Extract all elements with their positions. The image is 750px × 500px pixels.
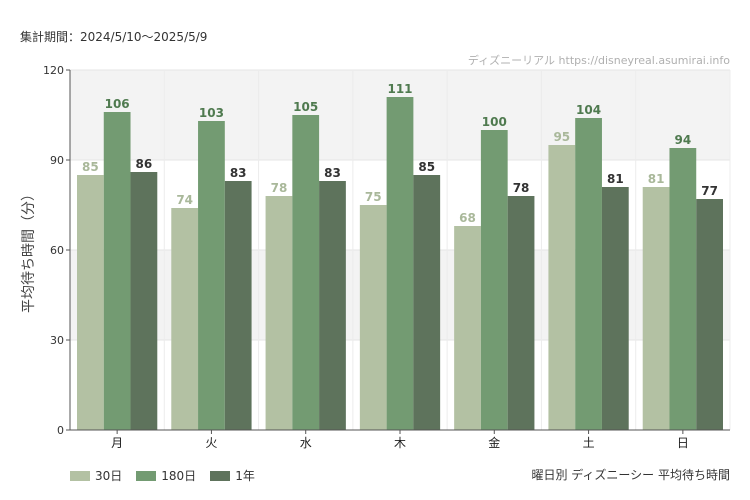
bar — [601, 187, 629, 430]
bar-value-label: 81 — [607, 172, 624, 186]
x-tick-label: 金 — [488, 435, 500, 450]
bar-value-label: 85 — [418, 160, 435, 174]
bar-value-label: 74 — [176, 193, 193, 207]
bar-value-label: 68 — [459, 211, 476, 225]
bar — [413, 175, 441, 430]
x-tick-label: 日 — [677, 436, 689, 450]
bar-value-label: 103 — [199, 106, 224, 120]
legend-swatch-180d — [136, 470, 157, 481]
bar-value-label: 81 — [648, 172, 665, 186]
bar-value-label: 100 — [482, 115, 507, 129]
bar-value-label: 83 — [230, 166, 247, 180]
legend-swatch-30d — [70, 470, 90, 481]
bar-value-label: 83 — [324, 166, 341, 180]
bar-value-label: 77 — [701, 184, 718, 198]
bar — [548, 145, 576, 430]
bar — [171, 208, 199, 430]
bar-value-label: 106 — [105, 97, 130, 111]
y-tick-label: 60 — [50, 244, 64, 257]
legend: 30日 180日 1年 — [70, 467, 255, 484]
y-tick-label: 0 — [57, 424, 64, 437]
x-tick-label: 火 — [205, 436, 217, 450]
chart-title: 曜日別 ディズニーシー 平均待ち時間 — [531, 468, 730, 482]
x-tick-label: 木 — [394, 436, 406, 450]
bar-value-label: 78 — [271, 181, 288, 195]
legend-label-1y: 1年 — [235, 469, 255, 483]
bar — [642, 187, 670, 430]
bar — [669, 148, 697, 430]
bar-value-label: 105 — [293, 100, 318, 114]
bar — [265, 196, 293, 430]
bar-value-label: 78 — [513, 181, 530, 195]
bar — [130, 172, 158, 430]
bar — [575, 118, 602, 430]
y-tick-label: 90 — [50, 154, 64, 167]
bar-value-label: 95 — [553, 130, 570, 144]
bar — [454, 226, 481, 430]
bar — [103, 112, 131, 430]
y-axis-label: 平均待ち時間（分） — [21, 187, 37, 313]
bar — [480, 130, 508, 430]
bar-value-label: 86 — [136, 157, 153, 171]
bar — [224, 181, 252, 430]
legend-label-30d: 30日 — [95, 469, 123, 483]
x-tick-label: 土 — [583, 436, 595, 450]
bar — [386, 97, 414, 430]
bar — [198, 121, 225, 430]
legend-label-180d: 180日 — [161, 469, 197, 483]
collection-period: 集計期間：2024/5/10〜2025/5/9 — [20, 30, 208, 44]
bar-value-label: 94 — [675, 133, 692, 147]
legend-item-1y[interactable]: 1年 — [210, 467, 255, 484]
y-tick-label: 120 — [43, 64, 64, 77]
x-tick-label: 月 — [111, 436, 123, 450]
bar-value-label: 85 — [82, 160, 99, 174]
legend-swatch-1y — [210, 470, 231, 481]
bar — [359, 205, 387, 430]
legend-item-30d[interactable]: 30日 — [70, 467, 122, 484]
x-tick-label: 水 — [300, 436, 312, 450]
bar-value-label: 111 — [387, 82, 412, 96]
bar-value-label: 75 — [365, 190, 382, 204]
bar — [292, 115, 320, 430]
y-tick-label: 30 — [50, 334, 64, 347]
bar — [319, 181, 346, 430]
bar-value-label: 104 — [576, 103, 601, 117]
bar — [77, 175, 104, 430]
legend-item-180d[interactable]: 180日 — [136, 467, 196, 484]
bar — [507, 196, 535, 430]
bar — [696, 199, 723, 430]
source-credit: ディズニーリアル https://disneyreal.asumirai.inf… — [467, 54, 730, 67]
